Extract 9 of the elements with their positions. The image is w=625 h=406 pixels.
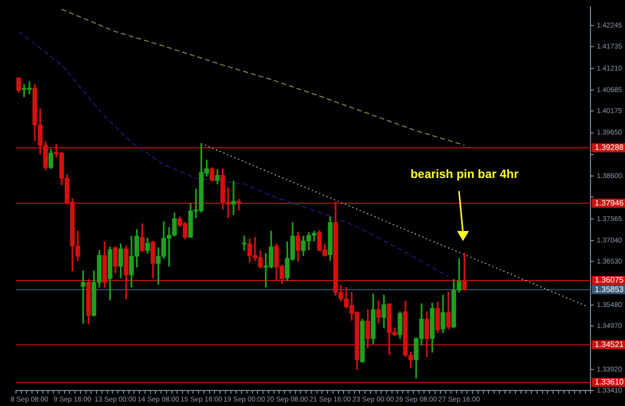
ref-line-label: 1.36075 <box>594 276 624 285</box>
ref-line-label: 1.35853 <box>594 284 624 294</box>
ref-line-label: 1.37946 <box>594 198 624 208</box>
annotation: bearish pin bar 4hr <box>409 167 520 182</box>
candlestick <box>231 180 236 216</box>
ref-line-label: 1.34521 <box>594 340 624 349</box>
line-series <box>61 8 465 146</box>
ref-line-label: 1.33610 <box>594 378 624 387</box>
ref-line-label: 1.39288 <box>594 142 624 152</box>
